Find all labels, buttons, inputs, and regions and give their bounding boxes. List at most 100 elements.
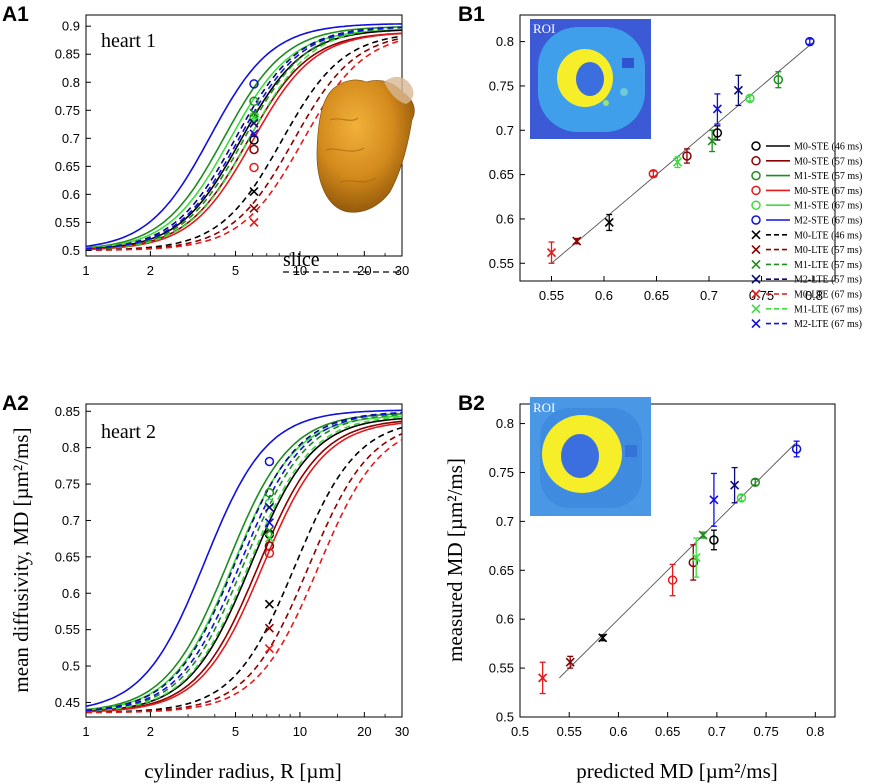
- legend: M0-STE (46 ms) M0-STE (57 ms) M1-STE (57 m…: [751, 141, 862, 330]
- data-point: [538, 673, 548, 683]
- y-tick-label: 0.6: [62, 187, 80, 202]
- x-tick-label: 20: [357, 263, 371, 278]
- x-tick-label: 30: [395, 724, 409, 739]
- data-point: [264, 599, 274, 609]
- data-point: [264, 518, 274, 528]
- y-tick-label: 0.7: [62, 513, 80, 528]
- data-point: [249, 186, 259, 197]
- data-point: [682, 151, 692, 161]
- data-point: [249, 129, 259, 139]
- data-point: [264, 533, 274, 543]
- legend-label: M2-LTE (57 ms): [794, 275, 862, 286]
- y-tick-label: 0.65: [489, 563, 514, 578]
- data-point: [791, 444, 802, 454]
- data-point: [249, 79, 259, 89]
- identity-line: [559, 442, 796, 679]
- data-point: [249, 96, 259, 107]
- data-point: [264, 623, 274, 633]
- data-point: [712, 128, 723, 138]
- series-line: [85, 409, 403, 708]
- panel-label-b2: B2: [458, 392, 485, 415]
- series-line: [85, 26, 403, 249]
- y-tick-label: 0.6: [62, 586, 80, 601]
- x-tick-label: 0.65: [644, 288, 669, 303]
- y-tick-label: 0.75: [489, 465, 514, 480]
- y-tick-label: 0.65: [55, 549, 80, 564]
- x-tick-label: 0.7: [700, 288, 718, 303]
- legend-marker: [751, 274, 761, 284]
- x-tick-label: 0.6: [595, 288, 613, 303]
- y-tick-label: 0.85: [55, 404, 80, 419]
- series-line: [86, 439, 403, 714]
- series-line: [85, 416, 403, 712]
- x-tick-label: 1: [82, 263, 89, 278]
- legend-label: M1-STE (67 ms): [794, 201, 862, 212]
- y-tick-label: 0.55: [55, 622, 80, 637]
- y-tick-label: 0.75: [489, 78, 514, 93]
- y-tick-label: 0.65: [55, 159, 80, 174]
- legend-marker: [751, 319, 761, 329]
- identity-line: [551, 41, 815, 264]
- legend-marker: [751, 170, 761, 181]
- x-tick-label: 10: [293, 724, 307, 739]
- y-tick-label: 0.5: [62, 243, 80, 258]
- slice-label: slice: [283, 249, 320, 271]
- data-point: [691, 553, 701, 563]
- series-line: [85, 27, 403, 251]
- data-point: [264, 498, 275, 508]
- data-point: [604, 217, 614, 228]
- y-tick-label: 0.5: [62, 659, 80, 674]
- y-tick-label: 0.55: [489, 661, 514, 676]
- data-point: [698, 530, 708, 540]
- y-tick-label: 0.55: [55, 215, 80, 230]
- data-point: [264, 548, 275, 558]
- roi-image-b2: ROI: [530, 397, 651, 516]
- data-point: [773, 74, 784, 85]
- roi-label-b1: ROI: [533, 21, 555, 36]
- series-line: [85, 26, 403, 250]
- legend-marker: [751, 230, 761, 240]
- y-tick-label: 0.65: [489, 167, 514, 182]
- data-point: [745, 93, 755, 104]
- x-tick-label: 5: [232, 724, 239, 739]
- y-tick-label: 0.75: [55, 477, 80, 492]
- data-point: [712, 104, 722, 114]
- x-tick-label: 1: [82, 724, 89, 739]
- legend-label: M1-STE (57 ms): [794, 171, 862, 182]
- y-tick-label: 0.7: [62, 131, 80, 146]
- legend-marker: [751, 289, 761, 299]
- x-axis-title-b: predicted MD [µm²/ms]: [576, 759, 778, 783]
- x-tick-label: 2: [147, 263, 154, 278]
- x-tick-label: 2: [147, 724, 154, 739]
- y-tick-label: 0.85: [55, 47, 80, 62]
- legend-label: M1-LTE (57 ms): [794, 260, 862, 271]
- data-point: [598, 633, 608, 643]
- legend-marker: [751, 215, 761, 225]
- data-point: [249, 217, 259, 227]
- y-tick-label: 0.5: [496, 710, 514, 725]
- roi-image-b1: ROI: [530, 19, 651, 139]
- data-point: [648, 168, 659, 179]
- x-tick-label: 0.8: [806, 724, 824, 739]
- y-tick-label: 0.8: [496, 34, 514, 49]
- x-tick-label: 0.8: [805, 288, 823, 303]
- data-point: [264, 502, 274, 512]
- series-line: [85, 420, 403, 713]
- y-tick-label: 0.7: [496, 514, 514, 529]
- x-tick-label: 0.65: [655, 724, 680, 739]
- x-tick-label: 10: [293, 263, 307, 278]
- chart-title-heart2: heart 2: [101, 421, 156, 443]
- series-line: [86, 39, 403, 251]
- legend-label: M1-LTE (67 ms): [794, 304, 862, 315]
- y-tick-label: 0.6: [496, 612, 514, 627]
- y-tick-label: 0.7: [496, 123, 514, 138]
- chart-b2: 0.5 0.55 0.6 0.65 0.7 0.75 0.8 0.5 0.55 0.6 0.65 0.…: [489, 397, 836, 739]
- data-point: [565, 657, 575, 667]
- data-point: [750, 477, 761, 487]
- y-tick-label: 0.8: [62, 440, 80, 455]
- y-tick-label: 0.8: [496, 416, 514, 431]
- y-axis-title-b: measured MD [µm²/ms]: [443, 458, 467, 662]
- series-line: [85, 422, 403, 713]
- data-point: [709, 495, 719, 505]
